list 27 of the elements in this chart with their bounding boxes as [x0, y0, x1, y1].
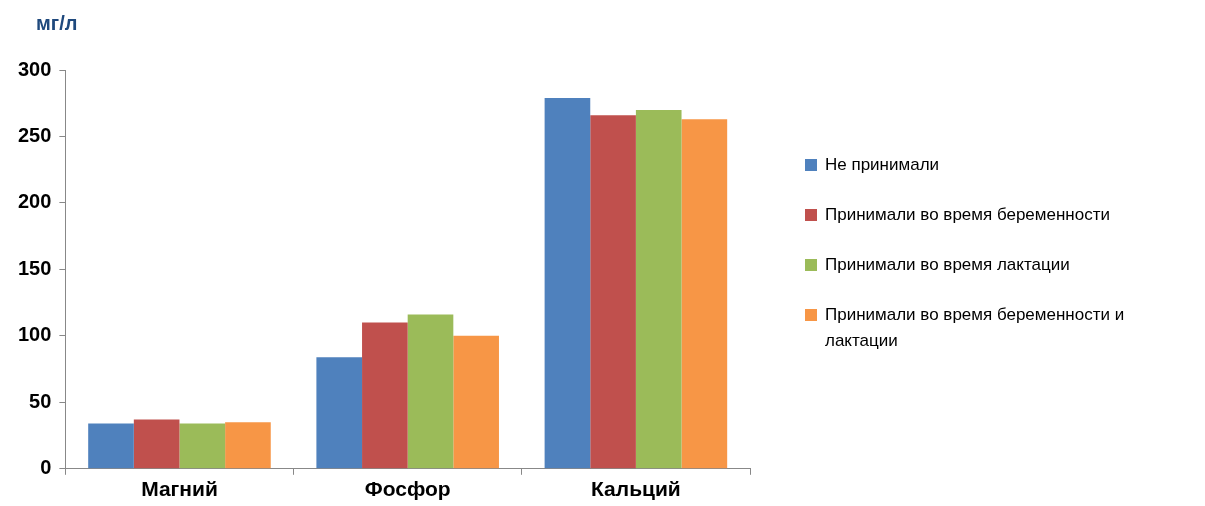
y-tick-label: 300 — [17, 57, 52, 80]
bar — [635, 109, 682, 469]
x-tick-label: Кальций — [591, 477, 681, 501]
legend-label: Принимали во время беременности — [825, 204, 1110, 226]
y-tick-label: 150 — [17, 256, 52, 279]
bar — [316, 357, 363, 469]
x-tick-label: Фосфор — [364, 477, 451, 501]
bar — [681, 119, 728, 469]
bar — [225, 422, 271, 469]
bar — [453, 335, 499, 469]
y-tick-label: 50 — [29, 389, 52, 412]
bar — [179, 423, 226, 469]
bar — [590, 115, 636, 469]
bar — [88, 423, 134, 469]
legend-label: Принимали во время лактации — [825, 254, 1070, 276]
bar — [362, 322, 408, 469]
legend-label: Не принимали — [825, 154, 940, 176]
x-tick-label: Магний — [141, 477, 218, 501]
y-tick-label: 250 — [17, 123, 52, 146]
bar — [133, 419, 180, 469]
y-tick-label: 200 — [17, 190, 52, 213]
legend-label: Принимали во время беременности и лактации — [825, 304, 1126, 352]
y-axis-title: мг/л — [36, 11, 78, 34]
y-tick-label: 0 — [40, 456, 52, 479]
bar — [544, 97, 591, 469]
bar — [407, 314, 454, 469]
y-tick-label: 100 — [17, 323, 52, 346]
